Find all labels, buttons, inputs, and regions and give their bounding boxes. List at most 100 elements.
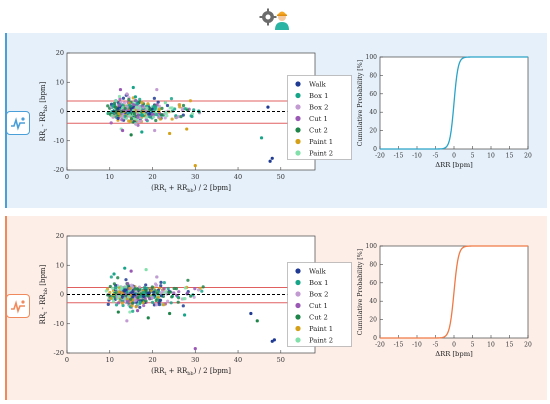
data-point <box>139 119 143 123</box>
legend-label: Cut 2 <box>309 126 328 134</box>
y-tick-label: -10 <box>54 320 64 328</box>
bottom-panel: 0 10 20 30 40 50 -20 -10 0 10 20 (RRt + RRbb) / 2 [… <box>5 216 547 400</box>
data-point <box>192 108 196 112</box>
data-point <box>169 301 173 305</box>
data-point <box>142 285 147 290</box>
cdf-x-axis-label-symbol: ΔRR <box>435 161 451 169</box>
data-point <box>121 96 126 100</box>
data-point <box>196 288 201 292</box>
data-point <box>181 304 185 308</box>
cdf-y-tick-label: 40 <box>369 109 377 116</box>
data-point <box>124 285 128 289</box>
legend-label: Paint 1 <box>309 138 333 146</box>
outlier-point <box>168 131 172 136</box>
data-point <box>135 102 140 106</box>
data-point <box>131 301 135 305</box>
data-point <box>147 112 151 116</box>
data-point <box>117 290 121 294</box>
data-point <box>140 101 144 105</box>
legend-marker <box>295 104 301 110</box>
legend-marker <box>295 150 301 156</box>
data-point <box>144 299 148 303</box>
legend-marker <box>295 325 301 332</box>
legend-label: Cut 2 <box>309 313 328 321</box>
data-point <box>165 114 169 118</box>
data-point <box>113 105 118 109</box>
data-point <box>123 297 127 301</box>
data-point <box>133 287 137 291</box>
data-point <box>129 297 133 301</box>
x-tick-label: 0 <box>65 356 69 364</box>
legend-label: Cut 1 <box>309 302 328 310</box>
data-point <box>155 103 159 107</box>
data-point <box>136 115 140 119</box>
cdf-curve <box>380 56 528 150</box>
top-panel: 0 10 20 30 40 50 -20 -10 0 10 20 (RRt + RRbb) / 2 [… <box>5 33 547 208</box>
data-point <box>138 97 142 102</box>
data-point <box>114 109 118 114</box>
data-point <box>117 294 121 299</box>
legend-marker <box>295 115 301 122</box>
data-point <box>170 117 174 121</box>
cdf-x-tick-label: 15 <box>506 153 514 160</box>
y-axis-label-part: [bpm] <box>39 264 47 288</box>
x-axis-label-part: t <box>164 188 166 194</box>
cdf-x-tick-label: -20 <box>375 153 385 160</box>
y-axis-label-part: bb <box>43 105 49 111</box>
cdf-y-tick-label: 100 <box>366 54 378 61</box>
outlier-point <box>155 275 159 279</box>
y-axis-label-part: [bpm] <box>39 81 47 105</box>
outlier-point <box>131 85 135 90</box>
data-point <box>139 294 143 298</box>
legend-marker <box>295 302 301 309</box>
data-point <box>128 310 132 314</box>
data-point <box>118 97 122 101</box>
y-axis-label-part: RR <box>39 130 47 141</box>
cdf-x-tick-label: -10 <box>412 153 422 160</box>
data-point <box>116 276 120 280</box>
data-point <box>114 99 118 103</box>
cdf-y-tick-label: 80 <box>369 261 377 268</box>
legend-marker <box>295 291 301 297</box>
outlier-point <box>168 311 172 316</box>
data-point <box>146 102 150 106</box>
x-tick-label: 50 <box>277 173 285 181</box>
data-point <box>132 112 136 116</box>
x-tick-label: 40 <box>234 356 242 364</box>
data-point <box>123 288 127 292</box>
data-point <box>124 278 128 282</box>
data-point <box>166 299 170 303</box>
outlier-point <box>125 319 129 323</box>
x-axis-label-part: ) / 2 [bpm] <box>194 367 232 375</box>
data-point <box>159 113 164 117</box>
data-point <box>122 101 127 105</box>
data-point <box>134 98 138 103</box>
cdf-x-tick-label: -5 <box>433 153 439 160</box>
signal-rr-icon <box>6 111 30 135</box>
outlier-point <box>153 128 157 133</box>
data-point <box>129 117 134 121</box>
data-point <box>116 107 120 111</box>
data-point <box>110 110 114 114</box>
x-axis-label-part: + RR <box>166 184 188 192</box>
cdf-curve <box>380 245 528 339</box>
outlier-point <box>118 87 123 92</box>
data-point <box>117 94 122 99</box>
legend-marker <box>295 138 301 145</box>
data-point <box>154 105 158 109</box>
data-point <box>193 287 197 291</box>
x-tick-label: 20 <box>148 356 156 364</box>
outlier-point <box>129 269 133 273</box>
x-tick-label: 20 <box>148 173 156 181</box>
data-point <box>170 295 174 299</box>
data-point <box>154 298 158 303</box>
y-tick-label: 20 <box>56 232 64 240</box>
data-point <box>169 97 174 101</box>
data-point <box>117 103 122 107</box>
data-point <box>157 104 161 108</box>
data-point <box>151 115 156 119</box>
outlier-point <box>268 159 272 163</box>
data-point <box>128 286 132 290</box>
cdf-x-axis-label: ΔRR [bpm] <box>435 350 473 358</box>
